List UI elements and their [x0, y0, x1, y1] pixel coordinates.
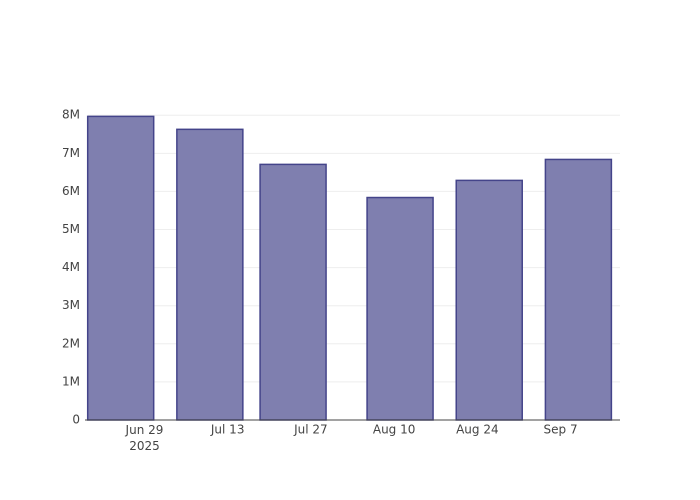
- y-tick-label: 5M: [62, 222, 80, 236]
- x-tick-label: Jul 27: [293, 423, 328, 437]
- y-tick-label: 3M: [62, 298, 80, 312]
- x-tick-label: Aug 10: [373, 423, 416, 437]
- y-tick-label: 2M: [62, 336, 80, 350]
- y-tick-label: 4M: [62, 260, 80, 274]
- y-tick-label: 1M: [62, 374, 80, 388]
- bar: [86, 115, 155, 421]
- bar: [176, 128, 244, 421]
- x-tick-label: Jul 13: [210, 423, 245, 437]
- bar: [259, 163, 327, 421]
- x-tick-label: Jun 29 2025: [125, 423, 164, 453]
- y-tick-label: 7M: [62, 146, 80, 160]
- y-tick-label: 0: [72, 413, 80, 427]
- x-tick-label: Sep 7: [544, 423, 578, 437]
- y-tick-label: 8M: [62, 108, 80, 122]
- y-tick-label: 6M: [62, 184, 80, 198]
- x-tick-label: Aug 24: [456, 423, 499, 437]
- bar: [544, 158, 613, 421]
- bar: [366, 196, 434, 421]
- bar: [455, 179, 523, 421]
